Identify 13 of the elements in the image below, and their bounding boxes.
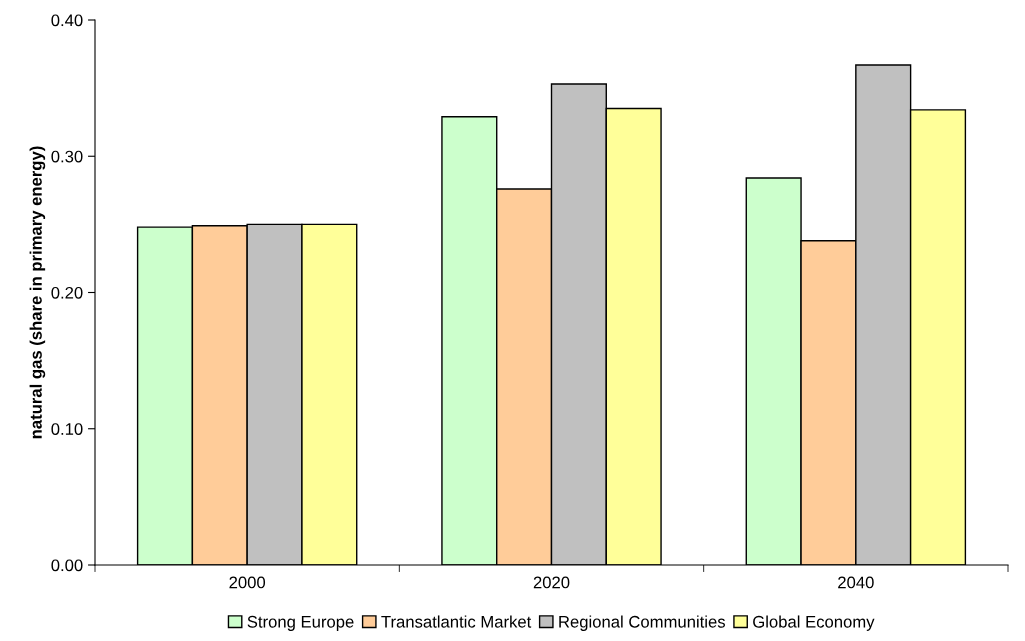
y-tick-label: 0.20 xyxy=(51,286,83,299)
y-tick-label: 0.00 xyxy=(51,559,83,572)
y-tick-label: 0.30 xyxy=(51,150,83,163)
x-tick-label: 2040 xyxy=(838,576,874,589)
y-axis-title: natural gas (share in primary energy) xyxy=(29,146,46,439)
y-tick-label: 0.40 xyxy=(51,14,83,27)
legend-label: Strong Europe xyxy=(247,615,354,631)
x-tick-label: 2000 xyxy=(229,576,266,589)
y-tick-label: 0.10 xyxy=(51,423,83,435)
x-tick-label: 2020 xyxy=(533,576,570,589)
legend-label: Global Economy xyxy=(753,615,875,631)
legend-label: Transatlantic Market xyxy=(381,615,532,628)
legend-label: Regional Communities xyxy=(559,615,725,631)
